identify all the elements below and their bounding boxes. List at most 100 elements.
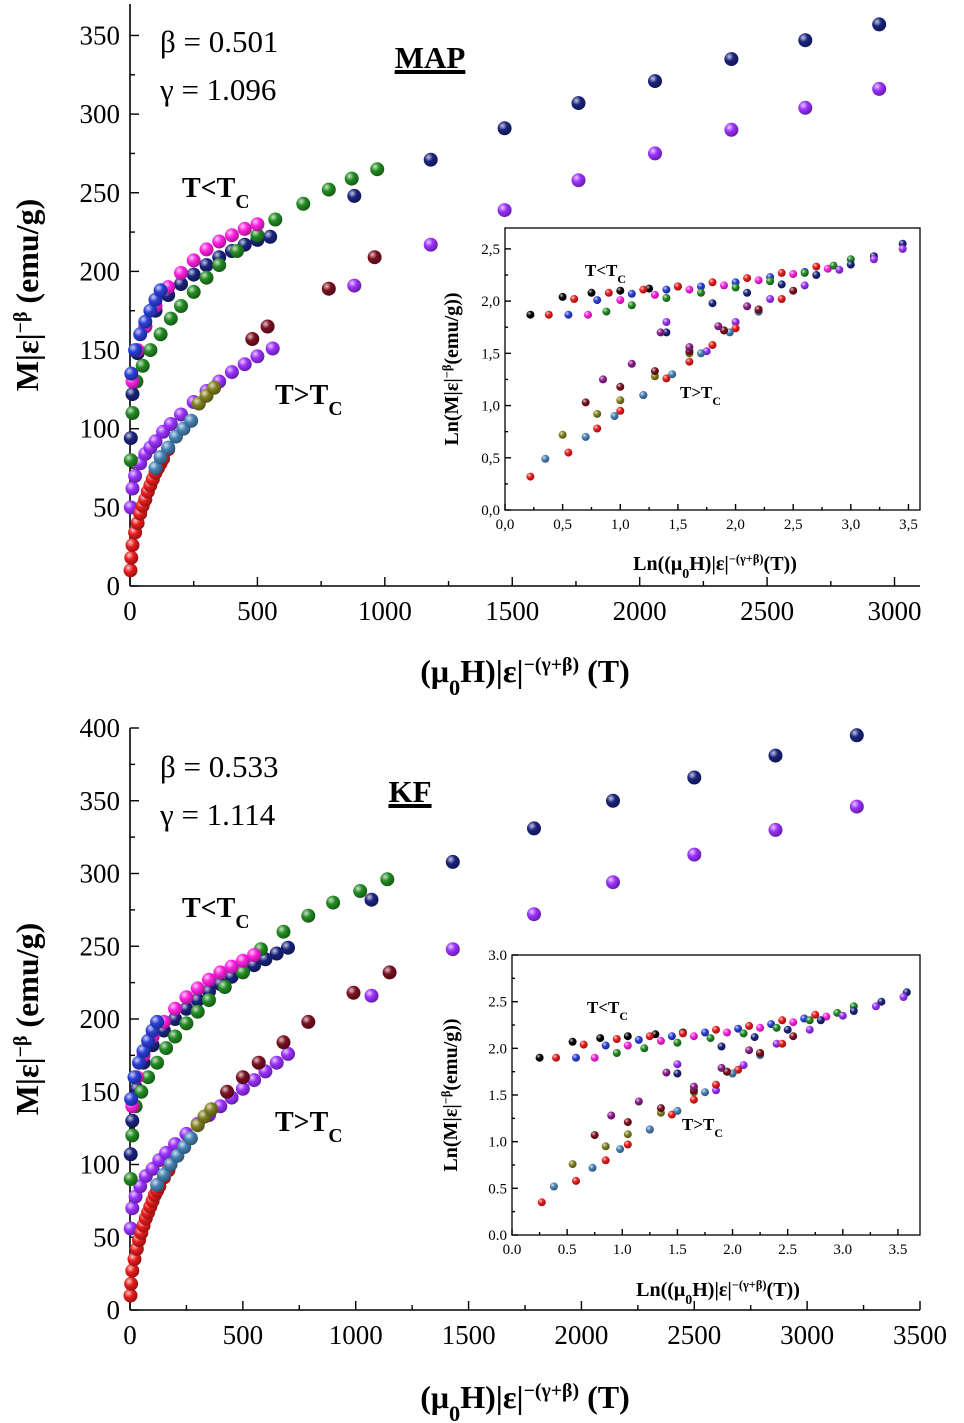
x-tick-label: 3.5 — [889, 1242, 908, 1258]
y-tick-label: 0 — [107, 571, 121, 601]
y-tick-label: 200 — [80, 1004, 121, 1034]
x-tick-label: 0 — [123, 596, 137, 626]
y-axis-title: Ln(M|ε|−β(emu/g)) — [440, 292, 463, 445]
data-point — [667, 1032, 676, 1041]
data-point — [380, 872, 395, 887]
data-point — [599, 375, 607, 384]
data-point — [587, 288, 596, 297]
data-point — [125, 406, 140, 420]
data-point — [186, 253, 201, 268]
x-tick-label: 1.5 — [668, 1242, 687, 1258]
data-point — [199, 242, 214, 257]
data-point — [627, 289, 636, 298]
data-point — [731, 283, 740, 292]
data-point — [183, 1131, 198, 1146]
data-point — [720, 326, 728, 335]
data-point — [250, 349, 265, 364]
y-axis-title: M|ε|−β (emu/g) — [9, 199, 45, 392]
x-tick-label: 3,0 — [841, 517, 860, 533]
data-point — [268, 212, 283, 227]
data-series-11 — [607, 1046, 754, 1120]
data-point — [685, 343, 694, 352]
data-point — [872, 17, 887, 32]
data-point — [143, 303, 158, 318]
data-point — [697, 282, 705, 291]
sample-title: MAP — [395, 40, 466, 75]
data-series-2 — [123, 162, 385, 468]
data-point — [125, 1128, 140, 1143]
data-point — [616, 396, 625, 405]
y-tick-label: 350 — [80, 20, 121, 50]
below-tc-label: T<TC — [182, 173, 249, 213]
data-point — [296, 196, 311, 211]
data-point — [701, 1028, 709, 1037]
map-inset-plot: 0,0 0,5 1,0 1,5 2,0 2,5 3,0 3,5 0,0 0,5 1,0 1,5 2,0 2… — [440, 227, 921, 582]
data-point — [150, 1055, 165, 1070]
y-tick-label: 1.5 — [488, 1088, 507, 1104]
data-point — [168, 1012, 183, 1026]
data-point — [656, 328, 665, 337]
data-point — [269, 946, 284, 961]
data-point — [673, 1038, 682, 1047]
data-series-11 — [599, 302, 752, 384]
data-point — [604, 288, 613, 297]
y-tick-label: 50 — [93, 492, 120, 522]
y-tick-label: 100 — [80, 414, 121, 444]
data-point — [766, 277, 775, 286]
data-point — [662, 285, 671, 294]
data-point — [202, 972, 216, 987]
data-series-6 — [148, 413, 199, 475]
data-point — [584, 310, 592, 319]
data-point — [572, 1053, 580, 1062]
data-point — [662, 1068, 671, 1077]
x-tick-label: 0,0 — [496, 517, 515, 533]
data-point — [811, 1010, 820, 1019]
data-point — [656, 1104, 665, 1113]
x-axis-title: (μ0H)|ε|−(γ+β) (T) — [420, 653, 630, 700]
x-tick-label: 0,5 — [553, 517, 572, 533]
data-point — [634, 1035, 643, 1044]
data-point — [224, 365, 239, 380]
y-tick-label: 250 — [80, 178, 121, 208]
data-point — [712, 1025, 720, 1034]
data-point — [168, 1001, 183, 1016]
data-point — [568, 1160, 577, 1169]
data-point — [132, 1055, 146, 1070]
data-point — [179, 1001, 194, 1016]
data-point — [745, 1021, 754, 1030]
data-point — [235, 1081, 250, 1096]
data-point — [163, 311, 178, 326]
data-point — [596, 1034, 605, 1043]
data-point — [148, 434, 163, 449]
data-point — [260, 319, 275, 334]
data-point — [527, 907, 541, 922]
data-point — [344, 171, 359, 186]
data-point — [526, 472, 535, 481]
below-tc-label: T<TC — [182, 893, 249, 933]
data-point — [138, 314, 153, 329]
data-point — [766, 295, 775, 303]
y-tick-label: 0.0 — [488, 1228, 507, 1244]
data-point — [623, 1130, 632, 1139]
data-series-7 — [537, 1039, 787, 1207]
data-point — [789, 1018, 798, 1027]
data-point — [687, 847, 702, 862]
data-series-8 — [541, 307, 763, 463]
data-point — [743, 288, 752, 297]
data-point — [150, 1177, 165, 1192]
data-point — [593, 296, 602, 305]
data-point — [616, 1145, 625, 1154]
data-point — [213, 965, 228, 980]
y-tick-label: 150 — [80, 1077, 121, 1107]
x-tick-label: 2000 — [554, 1320, 608, 1350]
x-tick-label: 0 — [123, 1320, 137, 1350]
data-point — [161, 440, 176, 455]
x-tick-label: 1.0 — [613, 1242, 632, 1258]
data-point — [623, 1118, 632, 1127]
data-series-1 — [544, 262, 821, 319]
data-series-7 — [220, 965, 397, 1099]
data-point — [627, 359, 636, 368]
data-point — [789, 1032, 798, 1041]
data-series-7 — [526, 295, 786, 481]
data-point — [382, 965, 397, 980]
